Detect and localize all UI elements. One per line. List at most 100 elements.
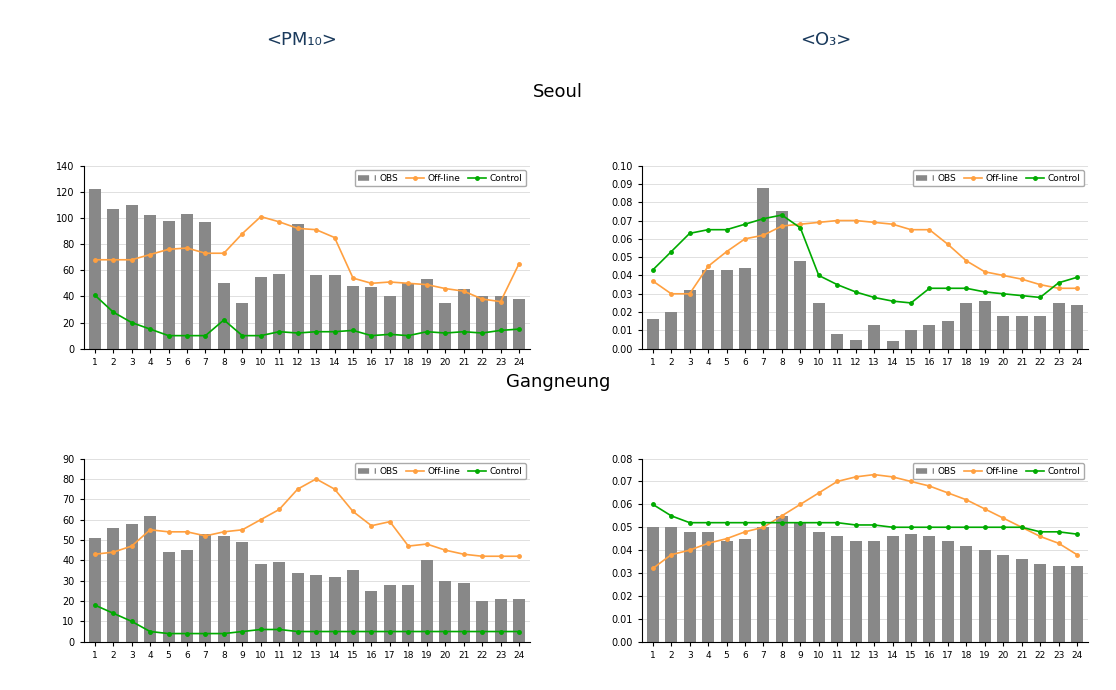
Control — [960, 523, 973, 531]
Off-line — [1014, 523, 1028, 531]
Control — [849, 288, 863, 296]
Bar — [291, 224, 304, 348]
Control — [346, 326, 359, 335]
Bar — [310, 275, 323, 348]
Bar — [273, 274, 286, 348]
Bar — [458, 288, 470, 348]
Control — [793, 224, 807, 232]
Bar — [776, 211, 788, 348]
Control — [904, 299, 917, 307]
Bar — [513, 599, 525, 642]
Control — [272, 625, 286, 633]
Off-line — [1033, 280, 1047, 288]
Control — [1014, 523, 1028, 531]
Off-line — [383, 518, 396, 526]
Off-line — [702, 539, 715, 547]
Off-line — [941, 240, 954, 248]
Off-line — [106, 255, 119, 264]
Line: Off-line: Off-line — [93, 215, 521, 304]
Control — [309, 627, 323, 635]
Off-line — [923, 226, 936, 234]
Bar — [181, 550, 193, 642]
Off-line — [978, 268, 991, 276]
Off-line — [776, 222, 789, 230]
Bar — [942, 541, 954, 642]
Bar — [254, 277, 267, 348]
Text: Gangneung: Gangneung — [506, 373, 610, 391]
Bar — [163, 552, 174, 642]
Text: <O₃>: <O₃> — [800, 31, 852, 49]
Legend: OBS, Off-line, Control: OBS, Off-line, Control — [355, 170, 526, 186]
Off-line — [793, 220, 807, 228]
Off-line — [1070, 551, 1084, 559]
Control — [106, 308, 119, 316]
Control — [867, 521, 881, 529]
Off-line — [144, 250, 157, 259]
Control — [830, 280, 844, 288]
Off-line — [235, 526, 249, 534]
Control — [383, 627, 396, 635]
Bar — [365, 591, 377, 642]
Bar — [200, 222, 211, 348]
Control — [923, 284, 936, 293]
Control — [456, 328, 470, 336]
Bar — [273, 562, 286, 642]
Bar — [849, 339, 862, 348]
Control — [997, 290, 1010, 298]
Control — [402, 331, 415, 339]
Off-line — [475, 552, 489, 560]
Bar — [89, 189, 100, 348]
Control — [456, 627, 470, 635]
Control — [346, 627, 359, 635]
Bar — [795, 522, 807, 642]
Bar — [868, 325, 881, 348]
Control — [941, 284, 954, 293]
Off-line — [456, 287, 470, 295]
Off-line — [365, 279, 378, 288]
Control — [683, 229, 696, 237]
Off-line — [849, 473, 863, 481]
Bar — [237, 542, 249, 642]
Bar — [384, 297, 396, 348]
Off-line — [1014, 275, 1028, 284]
Control — [144, 325, 157, 333]
Off-line — [941, 489, 954, 497]
Control — [106, 609, 119, 618]
Control — [941, 523, 954, 531]
Off-line — [420, 540, 433, 548]
Bar — [458, 582, 470, 642]
Line: Control: Control — [651, 502, 1079, 536]
Off-line — [439, 546, 452, 554]
Off-line — [439, 284, 452, 293]
Legend: OBS, Off-line, Control: OBS, Off-line, Control — [913, 463, 1084, 480]
Control — [218, 316, 231, 324]
Control — [88, 291, 102, 299]
Control — [664, 248, 677, 256]
Off-line — [720, 248, 733, 256]
Control — [181, 331, 194, 339]
Bar — [795, 261, 807, 348]
Off-line — [997, 271, 1010, 279]
Off-line — [960, 257, 973, 265]
Bar — [1016, 316, 1028, 348]
Control — [664, 512, 677, 520]
Off-line — [646, 277, 660, 285]
Control — [739, 518, 752, 526]
Control — [1052, 528, 1066, 536]
Bar — [107, 528, 119, 642]
Off-line — [683, 546, 696, 554]
Control — [475, 329, 489, 337]
Control — [757, 518, 770, 526]
Bar — [328, 275, 340, 348]
Control — [218, 629, 231, 638]
Off-line — [849, 217, 863, 225]
Bar — [886, 536, 898, 642]
Off-line — [402, 279, 415, 288]
Off-line — [309, 226, 323, 234]
Control — [235, 331, 249, 339]
Control — [309, 328, 323, 336]
Control — [365, 627, 378, 635]
Off-line — [88, 550, 102, 558]
Bar — [886, 342, 898, 348]
Bar — [702, 270, 714, 348]
